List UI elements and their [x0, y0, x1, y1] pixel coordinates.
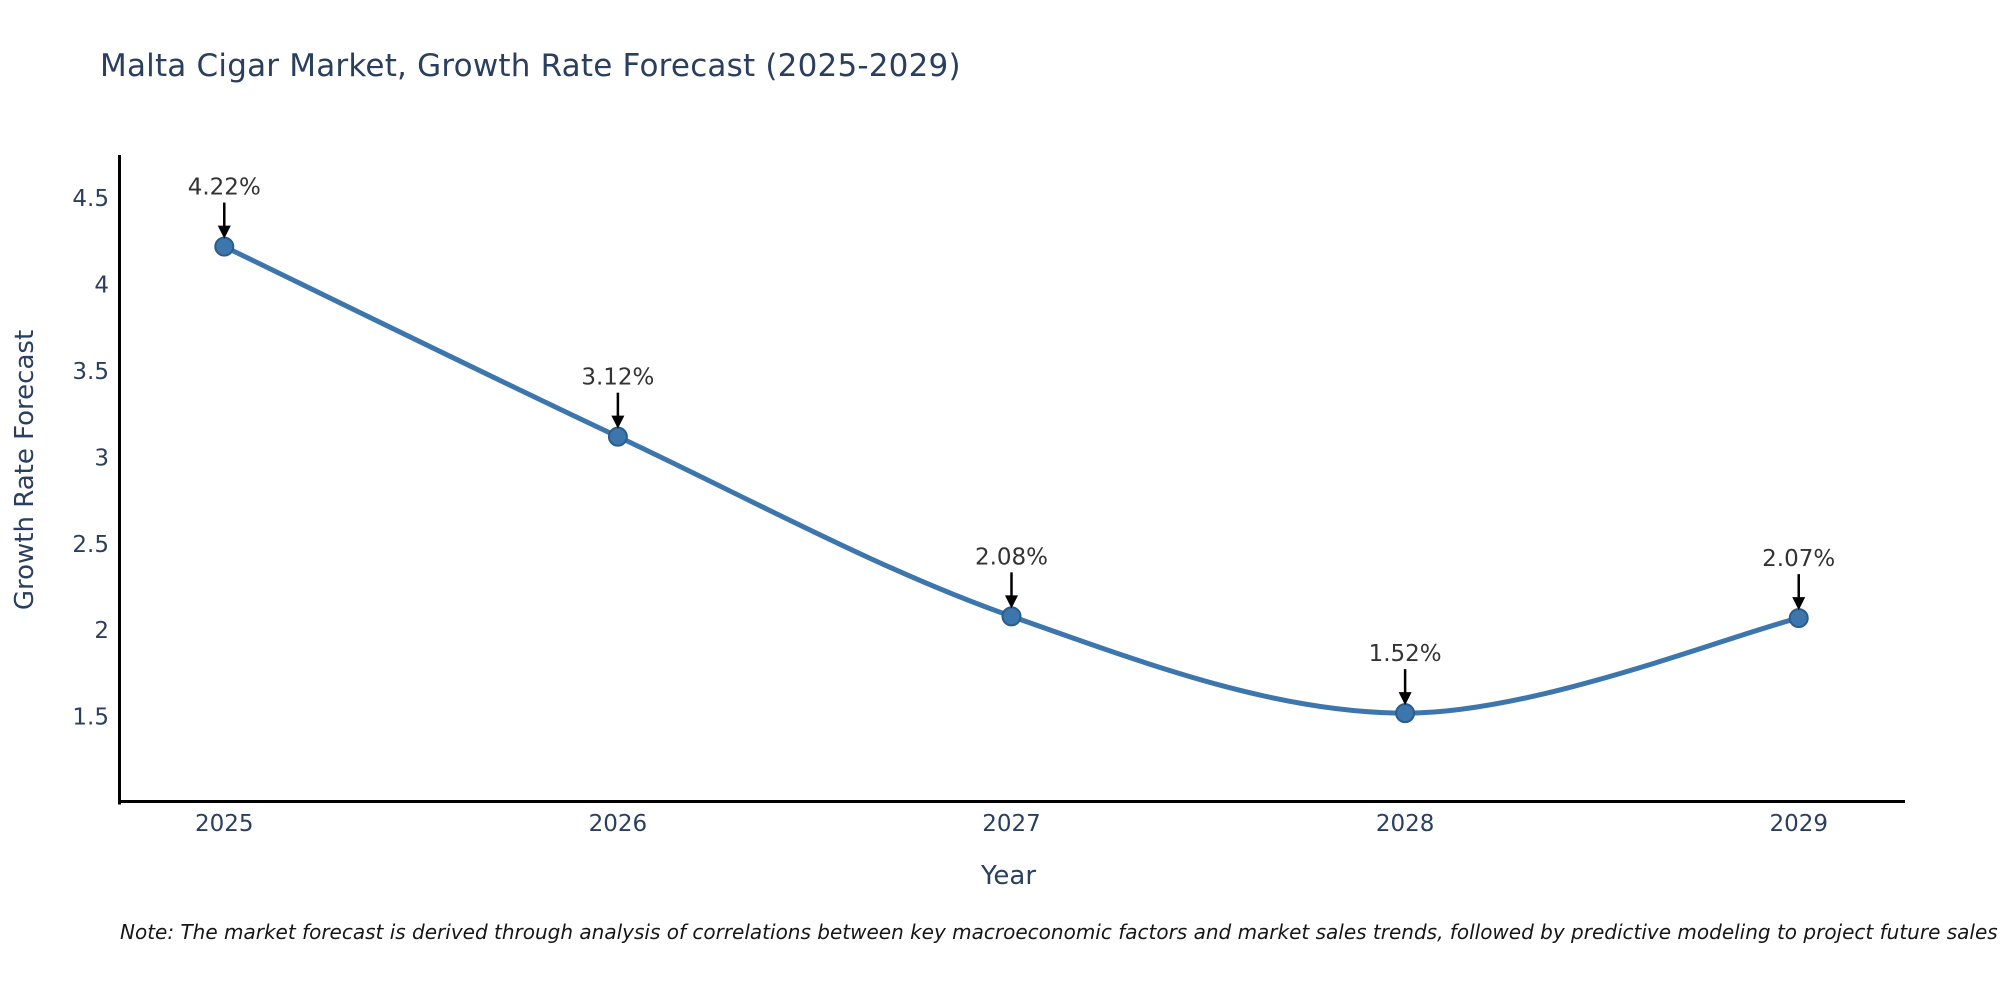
- data-point-marker: [1001, 606, 1022, 627]
- data-point-marker: [214, 236, 235, 257]
- annotation-arrowhead: [1398, 692, 1412, 706]
- chart-title: Malta Cigar Market, Growth Rate Forecast…: [100, 48, 961, 84]
- x-tick-label: 2025: [195, 811, 254, 837]
- footnote: Note: The market forecast is derived thr…: [120, 920, 1998, 944]
- y-tick-label: 1.5: [72, 705, 109, 731]
- data-point-marker: [1788, 608, 1809, 629]
- y-tick-label: 2: [94, 618, 109, 644]
- data-point-marker: [607, 426, 628, 447]
- annotation-arrowhead: [1005, 595, 1018, 609]
- y-tick-label: 2.5: [72, 532, 109, 558]
- point-value-label: 2.07%: [1762, 546, 1835, 572]
- y-tick-label: 3: [94, 445, 109, 471]
- x-tick-label: 2027: [982, 811, 1041, 837]
- annotation-arrowhead: [611, 415, 625, 429]
- forecast-line: [221, 244, 1802, 716]
- annotation-arrowhead: [1792, 597, 1806, 611]
- y-tick-label: 3.5: [72, 359, 109, 385]
- y-tick-label: 4: [94, 273, 109, 299]
- y-tick-label: 4.5: [72, 186, 109, 212]
- point-value-label: 1.52%: [1369, 641, 1442, 667]
- x-tick-label: 2029: [1769, 811, 1828, 837]
- data-point-marker: [1395, 703, 1416, 724]
- y-axis-title: Growth Rate Forecast: [10, 330, 40, 610]
- x-axis-title: Year: [980, 861, 1036, 891]
- point-value-label: 3.12%: [581, 365, 654, 391]
- annotation-arrowhead: [217, 225, 231, 239]
- point-value-label: 4.22%: [188, 175, 261, 201]
- x-tick-label: 2028: [1376, 811, 1435, 837]
- x-tick-label: 2026: [589, 811, 648, 837]
- point-value-label: 2.08%: [975, 544, 1048, 570]
